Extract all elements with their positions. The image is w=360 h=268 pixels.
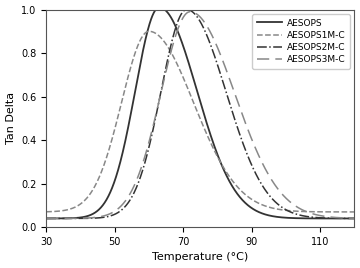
Y-axis label: Tan Delta: Tan Delta xyxy=(5,92,15,144)
AESOPS2M-C xyxy=(343,217,348,220)
AESOPS3M-C xyxy=(194,12,198,15)
AESOPS3M-C xyxy=(186,11,190,14)
AESOPS1M-C xyxy=(287,209,291,212)
AESOPS xyxy=(343,217,348,220)
AESOPS1M-C xyxy=(147,30,151,33)
AESOPS3M-C xyxy=(352,217,357,220)
AESOPS2M-C xyxy=(185,8,189,11)
AESOPS1M-C xyxy=(194,107,198,111)
AESOPS2M-C xyxy=(194,14,198,17)
AESOPS2M-C xyxy=(60,217,64,220)
AESOPS2M-C xyxy=(186,8,190,11)
AESOPS xyxy=(186,59,190,63)
AESOPS xyxy=(157,6,161,9)
AESOPS xyxy=(352,217,357,220)
AESOPS1M-C xyxy=(60,209,64,212)
AESOPS3M-C xyxy=(188,10,192,13)
AESOPS3M-C xyxy=(60,217,64,220)
Line: AESOPS: AESOPS xyxy=(46,8,355,218)
AESOPS2M-C xyxy=(44,217,48,220)
AESOPS1M-C xyxy=(352,210,357,214)
AESOPS3M-C xyxy=(287,199,291,203)
AESOPS1M-C xyxy=(44,210,48,213)
AESOPS1M-C xyxy=(343,210,348,214)
AESOPS2M-C xyxy=(287,210,291,213)
AESOPS2M-C xyxy=(352,217,357,220)
AESOPS3M-C xyxy=(343,216,348,219)
AESOPS xyxy=(44,217,48,220)
AESOPS1M-C xyxy=(343,210,348,214)
X-axis label: Temperature (°C): Temperature (°C) xyxy=(152,252,248,262)
AESOPS3M-C xyxy=(44,217,48,220)
Line: AESOPS1M-C: AESOPS1M-C xyxy=(46,31,355,212)
AESOPS xyxy=(60,217,64,220)
AESOPS xyxy=(287,216,291,219)
AESOPS1M-C xyxy=(186,88,190,91)
Legend: AESOPS, AESOPS1M-C, AESOPS2M-C, AESOPS3M-C: AESOPS, AESOPS1M-C, AESOPS2M-C, AESOPS3M… xyxy=(252,14,350,69)
Line: AESOPS3M-C: AESOPS3M-C xyxy=(46,12,355,218)
AESOPS xyxy=(194,87,198,90)
AESOPS3M-C xyxy=(343,216,348,219)
AESOPS xyxy=(343,217,348,220)
Line: AESOPS2M-C: AESOPS2M-C xyxy=(46,10,355,218)
AESOPS2M-C xyxy=(343,217,348,220)
